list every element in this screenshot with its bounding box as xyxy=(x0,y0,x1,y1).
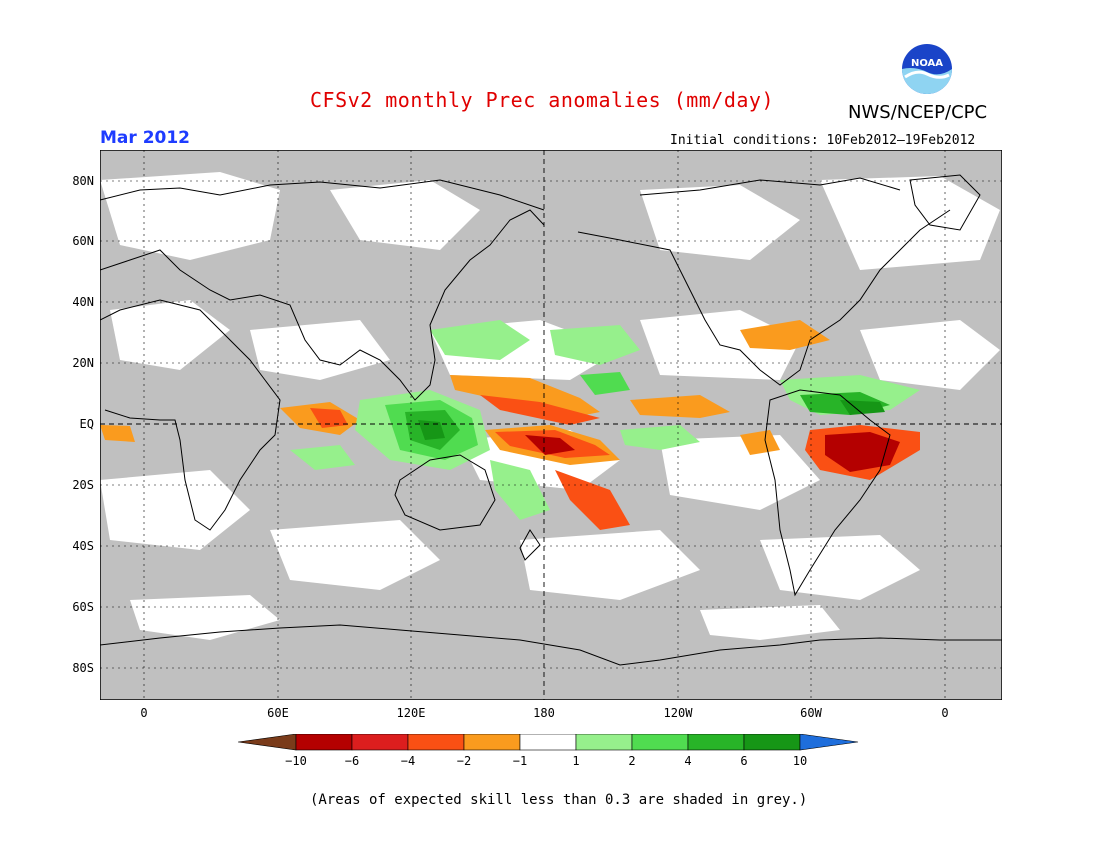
lat-label-40s: 40S xyxy=(72,539,94,553)
new-zealand-coast xyxy=(519,529,541,561)
colorbar-bin-1 xyxy=(295,734,353,751)
lat-label-40n: 40N xyxy=(72,295,94,309)
north-america-north-coast xyxy=(639,177,901,196)
lat-label-20s: 20S xyxy=(72,478,94,492)
africa-coast xyxy=(100,299,281,531)
eurasia-north-coast xyxy=(100,179,545,211)
north-america-coast xyxy=(577,209,951,386)
colorbar-bin-5 xyxy=(519,734,577,751)
colorbar-label-1: 1 xyxy=(572,754,580,768)
south-america-coast xyxy=(764,389,891,597)
colorbar-label-neg2: −2 xyxy=(456,754,472,768)
org-label: NWS/NCEP/CPC xyxy=(848,102,988,123)
colorbar-label-neg6: −6 xyxy=(344,754,360,768)
noaa-logo-text: NOAA xyxy=(911,58,943,69)
colorbar-label-10: 10 xyxy=(792,754,808,768)
forecast-month: Mar 2012 xyxy=(100,128,191,148)
skill-note: (Areas of expected skill less than 0.3 a… xyxy=(310,792,808,808)
negative-anomalies xyxy=(100,320,920,530)
australia-coast xyxy=(394,454,496,531)
lon-label-60e: 60E xyxy=(267,706,289,720)
lat-label-60n: 60N xyxy=(72,234,94,248)
unshaded-regions xyxy=(100,172,1000,640)
antarctica-coast xyxy=(100,624,1002,666)
colorbar-label-6: 6 xyxy=(740,754,748,768)
lon-label-60w: 60W xyxy=(800,706,822,720)
colorbar-bin-7 xyxy=(631,734,689,751)
lon-label-0: 0 xyxy=(140,706,148,720)
equator-dateline xyxy=(100,150,1002,700)
colorbar-label-neg1: −1 xyxy=(512,754,528,768)
colorbar-label-neg10: −10 xyxy=(285,754,307,768)
colorbar xyxy=(238,734,859,751)
coastlines xyxy=(100,174,1002,666)
colorbar-bin-4 xyxy=(463,734,521,751)
colorbar-bin-3 xyxy=(407,734,465,751)
lon-label-0-east: 0 xyxy=(941,706,949,720)
lat-label-80s: 80S xyxy=(72,661,94,675)
noaa-logo: NOAA xyxy=(902,44,952,94)
colorbar-bin-9 xyxy=(743,734,801,751)
europe-asia-coast xyxy=(100,209,545,401)
lat-label-80n: 80N xyxy=(72,174,94,188)
map-title: CFSv2 monthly Prec anomalies (mm/day) xyxy=(310,88,775,112)
lat-label-eq: EQ xyxy=(79,417,94,431)
colorbar-label-neg4: −4 xyxy=(400,754,416,768)
greenland-coast xyxy=(909,174,981,231)
lon-label-120e: 120E xyxy=(396,706,426,720)
colorbar-bin-8 xyxy=(687,734,745,751)
graticule xyxy=(100,150,1002,700)
lat-label-20n: 20N xyxy=(72,356,94,370)
colorbar-label-4: 4 xyxy=(684,754,692,768)
colorbar-low-triangle xyxy=(238,734,297,751)
colorbar-bin-6 xyxy=(575,734,633,751)
lon-label-180: 180 xyxy=(533,706,555,720)
lat-label-60s: 60S xyxy=(72,600,94,614)
colorbar-label-2: 2 xyxy=(628,754,636,768)
colorbar-high-triangle xyxy=(799,734,859,751)
precip-anomaly-map xyxy=(100,150,1002,700)
initial-conditions: Initial conditions: 10Feb2012–19Feb2012 xyxy=(670,133,976,148)
positive-anomalies xyxy=(290,320,920,520)
colorbar-bin-2 xyxy=(351,734,409,751)
lon-label-120w: 120W xyxy=(663,706,693,720)
